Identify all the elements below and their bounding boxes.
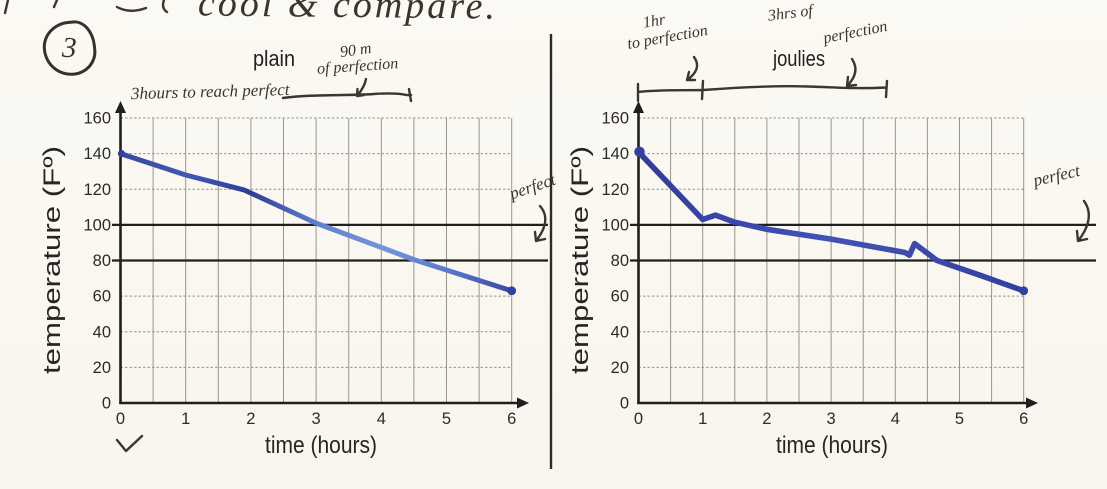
x-axis-arrow-icon <box>517 397 529 409</box>
left-checkmark-icon <box>115 434 144 453</box>
x-tick-label: 1 <box>181 410 190 428</box>
x-tick-labels: 0 1 2 3 4 5 6 <box>116 410 516 428</box>
curve-end-point <box>507 286 517 296</box>
x-tick-label: 5 <box>442 410 451 428</box>
right-second-arrow-icon <box>845 57 858 88</box>
left-duration-bracket <box>281 87 413 103</box>
x-tick-label: 0 <box>116 410 125 428</box>
x-tick-label: 6 <box>1019 410 1028 428</box>
x-axis-title: time (hours) <box>776 432 888 459</box>
right-first-arrow-icon <box>685 55 699 82</box>
y-axis-arrow-icon <box>115 101 126 113</box>
y-tick-label: 160 <box>83 110 111 128</box>
axes <box>119 111 522 405</box>
handwriting-header: cool & compare. <box>197 0 499 28</box>
x-tick-label: 3 <box>827 410 836 428</box>
right-phase-bracket <box>636 79 889 103</box>
y-tick-label: 120 <box>83 181 111 199</box>
chart-title: joulies <box>772 46 825 71</box>
y-tick-labels: 0 20 40 60 80 100 120 140 160 <box>601 110 629 413</box>
plain-chart: 0 20 40 60 80 100 120 140 160 0 1 2 3 4 5 6 temperature … <box>39 46 548 459</box>
x-tick-label: 1 <box>698 410 707 428</box>
x-tick-label: 4 <box>891 410 900 428</box>
handwriting-reach-perfect-label: 3hours to reach perfect <box>130 79 290 104</box>
y-tick-label: 60 <box>611 288 629 306</box>
y-tick-label: 100 <box>83 216 111 234</box>
curve-start-point <box>634 146 645 158</box>
x-tick-label: 4 <box>377 410 386 428</box>
y-tick-label: 0 <box>620 395 629 413</box>
x-tick-label: 0 <box>634 410 643 428</box>
left-perfect-arrow-icon <box>533 204 547 243</box>
perfect-zone-lines <box>112 223 548 262</box>
y-tick-label: 40 <box>93 323 111 341</box>
axes <box>637 111 1031 405</box>
y-tick-label: 80 <box>93 252 111 270</box>
x-tick-labels: 0 1 2 3 4 5 6 <box>634 410 1028 428</box>
x-tick-label: 2 <box>762 410 771 428</box>
header-cutoff-strokes <box>3 0 169 15</box>
y-tick-label: 60 <box>93 288 111 306</box>
y-tick-label: 20 <box>611 359 629 377</box>
problem-number: 3 <box>61 31 78 65</box>
x-tick-label: 5 <box>955 410 964 428</box>
curve-start-point <box>117 150 126 158</box>
x-tick-label: 3 <box>312 410 321 428</box>
y-tick-label: 160 <box>601 110 629 128</box>
x-tick-label: 6 <box>507 410 516 428</box>
y-axis-title: temperature (Fº) <box>567 146 594 374</box>
y-axis-title: temperature (Fº) <box>39 146 66 374</box>
y-tick-label: 80 <box>611 252 629 270</box>
right-perfect-arrow-icon <box>1075 199 1090 243</box>
y-tick-label: 140 <box>83 145 111 163</box>
x-axis-title: time (hours) <box>265 432 377 459</box>
cooling-curve <box>635 149 1027 294</box>
y-tick-label: 120 <box>601 181 629 199</box>
y-tick-label: 0 <box>102 395 111 413</box>
y-tick-label: 100 <box>601 216 629 234</box>
cooling-curve <box>118 151 515 294</box>
joulies-chart: 0 20 40 60 80 100 120 140 160 0 1 2 3 4 5 6 temperature … <box>567 46 1096 459</box>
x-tick-label: 2 <box>246 410 255 428</box>
x-axis-arrow-icon <box>1026 397 1038 409</box>
y-tick-label: 140 <box>601 145 629 163</box>
curve-end-point <box>1019 286 1029 296</box>
handdrawn-marks <box>3 0 1090 453</box>
y-axis-arrow-icon <box>633 101 644 113</box>
perfect-zone-lines <box>630 223 1096 262</box>
left-duration-arrow-icon <box>355 77 368 98</box>
y-tick-label: 20 <box>93 359 111 377</box>
y-tick-labels: 0 20 40 60 80 100 120 140 160 <box>83 110 111 413</box>
chart-title: plain <box>253 46 295 71</box>
y-tick-label: 40 <box>611 323 629 341</box>
